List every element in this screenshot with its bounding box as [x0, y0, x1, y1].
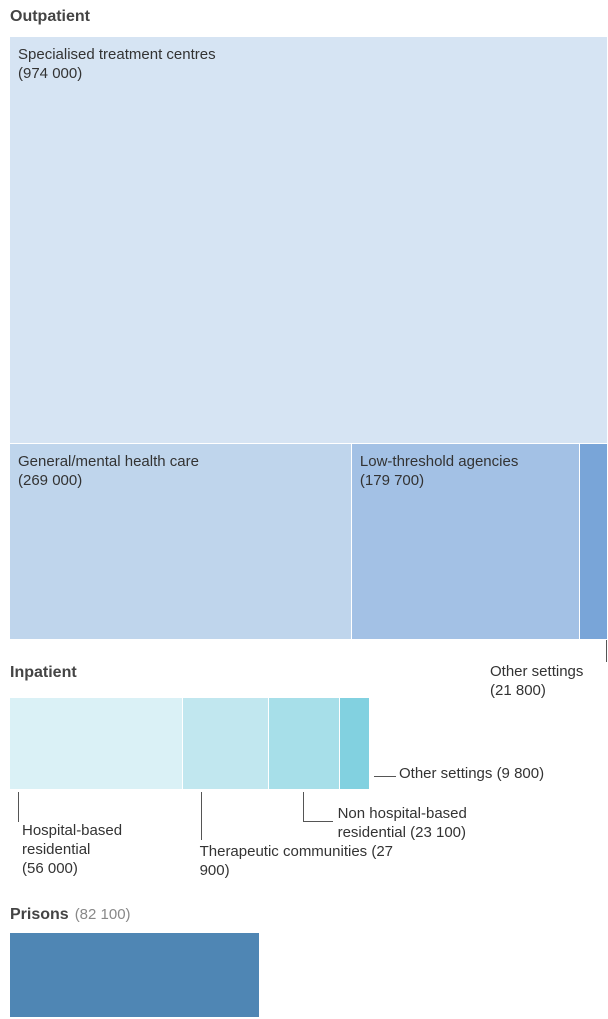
cell-label: General/mental health care (269 000): [18, 452, 344, 490]
cell-label: Specialised treatment centres (974 000): [18, 45, 600, 83]
cell-label: Non hospital-based residential (23 100): [338, 804, 518, 842]
cell-label: Low-threshold agencies (179 700): [360, 452, 572, 490]
group-title: Inpatient: [10, 664, 77, 682]
leader-line: [200, 792, 202, 840]
treemap-cell: [268, 698, 340, 790]
item-value: (21 800): [490, 682, 546, 699]
item-value: (269 000): [18, 471, 83, 489]
cell-label: Therapeutic communities (27 900): [200, 842, 400, 880]
item-name: Therapeutic communities: [199, 843, 368, 860]
cell-label: Other settings (21 800): [490, 662, 608, 700]
leader-line: [302, 792, 304, 822]
leader-line: [18, 792, 19, 822]
leader-line: [302, 821, 333, 822]
item-name: Non hospital-based residential: [337, 805, 467, 841]
treemap-cell: [10, 443, 352, 640]
item-name: Low-threshold agencies: [359, 452, 519, 470]
treemap-cell: [10, 698, 183, 790]
treemap-cell: [351, 443, 581, 640]
treemap-cell: [580, 443, 608, 640]
group-title: Outpatient: [10, 8, 90, 26]
group-name: Prisons: [10, 906, 69, 923]
item-value: (9 800): [496, 765, 545, 782]
item-name: Other settings: [490, 663, 584, 680]
item-value: (974 000): [18, 65, 83, 82]
cell-label: Hospital-based residential (56 000): [22, 821, 172, 878]
item-value: (23 100): [410, 824, 467, 841]
group-name: Inpatient: [10, 664, 77, 681]
item-value: (27 900): [199, 843, 394, 879]
item-name: General/mental health care: [18, 452, 199, 470]
leader-line: [606, 640, 607, 662]
group-title: Prisons (82 100): [10, 906, 131, 924]
prison-rect: [10, 933, 260, 1018]
item-name: Specialised treatment centres: [18, 46, 216, 63]
item-value: (179 700): [359, 471, 425, 489]
item-name: Other settings: [399, 765, 493, 782]
treemap-cell: [10, 37, 608, 444]
group-name: Outpatient: [10, 8, 90, 25]
item-name: Hospital-based residential: [22, 822, 123, 858]
group-value: (82 100): [74, 906, 131, 923]
treemap-cell: [339, 698, 370, 790]
item-value: (56 000): [22, 860, 78, 877]
leader-line: [374, 776, 396, 777]
cell-label: Other settings (9 800): [399, 764, 599, 783]
treemap-cell: [182, 698, 269, 790]
